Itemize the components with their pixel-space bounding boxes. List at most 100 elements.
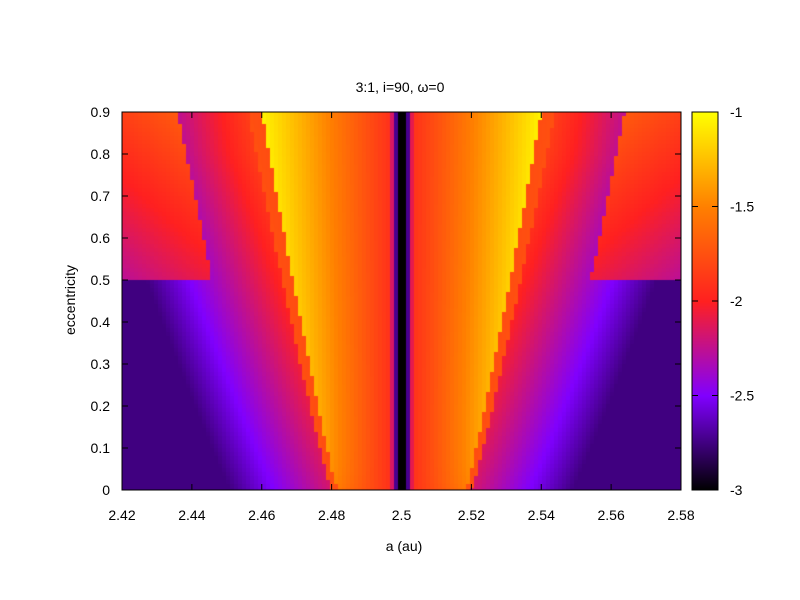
colorbar-cell [692, 478, 718, 480]
colorbar-cell [692, 144, 718, 146]
y-tick-label: 0.5 [91, 272, 111, 288]
colorbar-cell [692, 297, 718, 299]
colorbar-cell [692, 387, 718, 389]
chart-title: 3:1, i=90, ω=0 [356, 79, 445, 95]
colorbar-cell [692, 289, 718, 291]
colorbar-cell [692, 429, 718, 431]
colorbar-cell [692, 461, 718, 463]
colorbar-cell [692, 365, 718, 367]
colorbar-cell [692, 271, 718, 273]
colorbar-cell [692, 431, 718, 433]
colorbar-cell [692, 299, 718, 301]
colorbar-cell [692, 151, 718, 153]
colorbar-cell [692, 424, 718, 426]
colorbar-cell [692, 233, 718, 235]
colorbar-cell [692, 416, 718, 418]
colorbar-cell [692, 179, 718, 181]
colorbar-cell [692, 261, 718, 263]
colorbar-cell [692, 384, 718, 386]
colorbar-cell [692, 127, 718, 129]
colorbar-cell [692, 411, 718, 413]
colorbar-cell [692, 171, 718, 173]
colorbar-cell [692, 326, 718, 328]
colorbar-cell [692, 172, 718, 174]
colorbar-cell [692, 125, 718, 127]
colorbar-cell [692, 334, 718, 336]
colorbar-cell [692, 396, 718, 398]
colorbar-cell [692, 256, 718, 258]
colorbar-cell [692, 141, 718, 143]
colorbar-cell [692, 304, 718, 306]
colorbar-cell [692, 309, 718, 311]
y-tick-label: 0.8 [91, 146, 111, 162]
colorbar-cell [692, 147, 718, 149]
colorbar-cell [692, 420, 718, 422]
colorbar-cell [692, 215, 718, 217]
colorbar-cell [692, 292, 718, 294]
colorbar-cell [692, 143, 718, 145]
colorbar-cell [692, 398, 718, 400]
colorbar-cell [692, 279, 718, 281]
colorbar-cell [692, 156, 718, 158]
colorbar-cell [692, 231, 718, 233]
colorbar-cell [692, 193, 718, 195]
colorbar-cell [692, 402, 718, 404]
colorbar-cell [692, 182, 718, 184]
x-tick-label: 2.56 [598, 507, 625, 523]
colorbar-cell [692, 284, 718, 286]
colorbar-cell [692, 454, 718, 456]
colorbar-cell [692, 353, 718, 355]
colorbar-cell [692, 220, 718, 222]
colorbar-cell [692, 484, 718, 486]
colorbar-cell [692, 432, 718, 434]
colorbar-cell [692, 133, 718, 135]
colorbar-cell [692, 434, 718, 436]
colorbar-cell [692, 116, 718, 118]
colorbar-cell [692, 267, 718, 269]
colorbar-cell [692, 352, 718, 354]
colorbar-cell [692, 302, 718, 304]
colorbar-cell [692, 199, 718, 201]
colorbar-cell [692, 456, 718, 458]
colorbar-cell [692, 485, 718, 487]
colorbar-cell [692, 255, 718, 257]
x-tick-label: 2.48 [318, 507, 345, 523]
colorbar-cell [692, 288, 718, 290]
colorbar-cell [692, 196, 718, 198]
colorbar-cell [692, 252, 718, 254]
colorbar-tick-label: -1 [730, 104, 743, 120]
colorbar-cell [692, 343, 718, 345]
colorbar-cell [692, 148, 718, 150]
colorbar-cell [692, 465, 718, 467]
x-tick-label: 2.42 [108, 507, 135, 523]
colorbar-cell [692, 113, 718, 115]
colorbar-cell [692, 235, 718, 237]
colorbar-cell [692, 469, 718, 471]
colorbar-cell [692, 472, 718, 474]
y-tick-label: 0.9 [91, 104, 111, 120]
colorbar-cell [692, 414, 718, 416]
colorbar-cell [692, 439, 718, 441]
colorbar-cell [692, 310, 718, 312]
colorbar-cell [692, 436, 718, 438]
colorbar-cell [692, 410, 718, 412]
colorbar-cell [692, 216, 718, 218]
colorbar-cell [692, 198, 718, 200]
colorbar-ticks: -3 -2.5 -2 -1.5 -1 [692, 104, 754, 498]
colorbar-cell [692, 170, 718, 172]
colorbar-cell [692, 162, 718, 164]
colorbar-cell [692, 333, 718, 335]
colorbar-cell [692, 364, 718, 366]
colorbar-cell [692, 486, 718, 488]
colorbar-cell [692, 251, 718, 253]
colorbar-cell [692, 452, 718, 454]
colorbar-cell [692, 359, 718, 361]
colorbar-cell [692, 339, 718, 341]
colorbar-cell [692, 118, 718, 120]
colorbar-cell [692, 242, 718, 244]
colorbar-cell [692, 371, 718, 373]
colorbar-cell [692, 471, 718, 473]
colorbar-cell [692, 163, 718, 165]
colorbar-cell [692, 372, 718, 374]
colorbar-cell [692, 482, 718, 484]
